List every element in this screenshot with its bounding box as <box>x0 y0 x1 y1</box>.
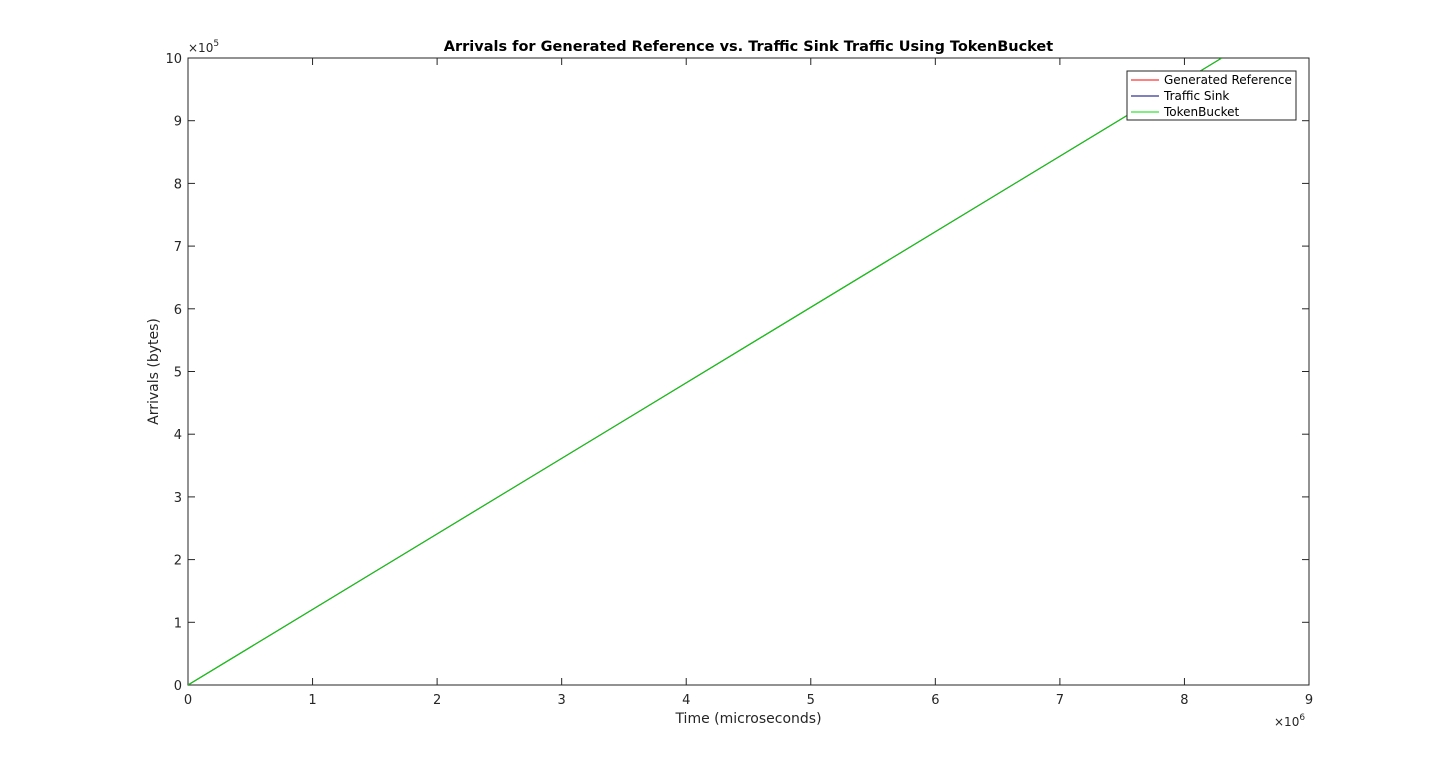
x-axis-exponent: ×106 <box>1274 713 1305 729</box>
y-tick-label: 9 <box>174 115 182 130</box>
y-axis-exponent: ×105 <box>188 39 219 55</box>
x-tick-label: 0 <box>184 693 192 708</box>
y-tick-label: 5 <box>174 366 182 381</box>
y-tick-label: 2 <box>174 554 182 569</box>
x-tick-label: 2 <box>433 693 441 708</box>
x-tick-label: 7 <box>1056 693 1064 708</box>
legend: Generated Reference Traffic Sink TokenBuck… <box>1126 70 1297 121</box>
legend-entry-label: Generated Reference <box>1164 73 1292 87</box>
series-lines <box>188 58 1223 685</box>
y-tick-label: 1 <box>174 616 182 631</box>
series-line-tokenbucket <box>188 58 1223 685</box>
y-tick-label: 4 <box>174 428 182 443</box>
y-tick-label: 3 <box>174 491 182 506</box>
y-tick-label: 6 <box>174 303 182 318</box>
y-tick-label: 8 <box>174 177 182 192</box>
x-tick-label: 1 <box>308 693 316 708</box>
x-tick-label: 3 <box>558 693 566 708</box>
x-tick-label: 9 <box>1305 693 1313 708</box>
x-tick-label: 6 <box>931 693 939 708</box>
legend-entry-label: TokenBucket <box>1163 105 1239 119</box>
axes: 0 1 2 3 4 5 6 7 8 9 0 1 2 3 4 5 6 7 8 9 10 ×105 ×106 <box>165 39 1313 729</box>
x-axis-label: Time (microseconds) <box>674 711 821 727</box>
x-tick-label: 8 <box>1180 693 1188 708</box>
legend-entry-label: Traffic Sink <box>1163 89 1229 103</box>
y-tick-label: 0 <box>174 679 182 694</box>
y-tick-label: 10 <box>165 52 182 67</box>
y-axis-label: Arrivals (bytes) <box>146 318 162 425</box>
y-tick-label: 7 <box>174 240 182 255</box>
chart-title: Arrivals for Generated Reference vs. Tra… <box>444 39 1053 55</box>
x-tick-label: 5 <box>807 693 815 708</box>
x-tick-label: 4 <box>682 693 690 708</box>
